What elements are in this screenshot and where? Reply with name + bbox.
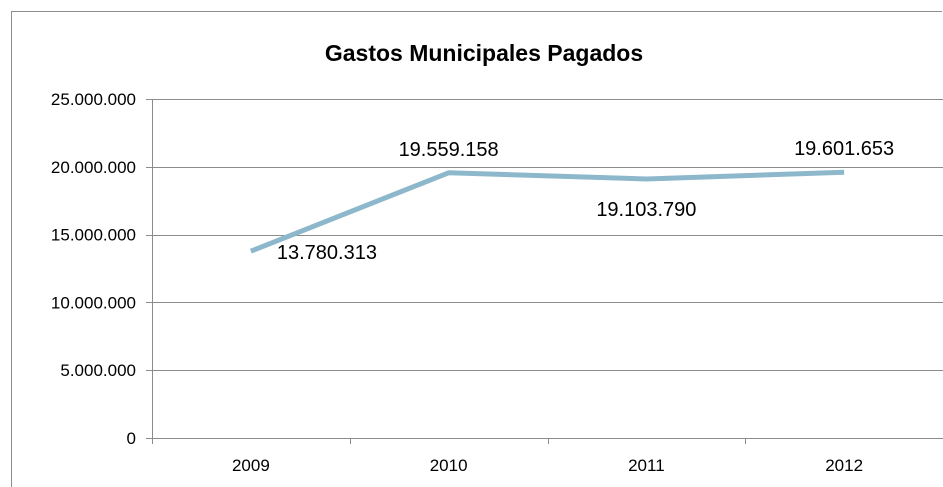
x-tick-label: 2009 [232, 456, 270, 475]
y-tick-label: 10.000.000 [51, 293, 136, 312]
data-label: 19.103.790 [596, 199, 696, 221]
axes [146, 99, 943, 444]
y-tick-label: 15.000.000 [51, 226, 136, 245]
data-label: 19.559.158 [399, 139, 499, 161]
x-tick-label: 2010 [430, 456, 468, 475]
x-tick-label: 2012 [825, 456, 863, 475]
y-tick-label: 0 [127, 429, 136, 448]
x-axis-tick-labels: 2009 2010 2011 2012 [232, 456, 863, 475]
data-labels: 13.780.313 19.559.158 19.103.790 19.601.653 [277, 138, 894, 264]
series [249, 169, 845, 254]
data-label: 19.601.653 [794, 138, 894, 160]
y-tick-label: 25.000.000 [51, 90, 136, 109]
y-axis-tick-labels: 0 5.000.000 10.000.000 15.000.000 20.000.000… [51, 90, 136, 448]
series-line [249, 169, 845, 254]
x-tick-label: 2011 [628, 456, 665, 475]
y-tick-label: 20.000.000 [51, 158, 136, 177]
chart-frame [11, 11, 942, 487]
y-tick-label: 5.000.000 [60, 361, 136, 380]
chart-title: Gastos Municipales Pagados [325, 40, 643, 66]
data-label: 13.780.313 [277, 242, 377, 264]
